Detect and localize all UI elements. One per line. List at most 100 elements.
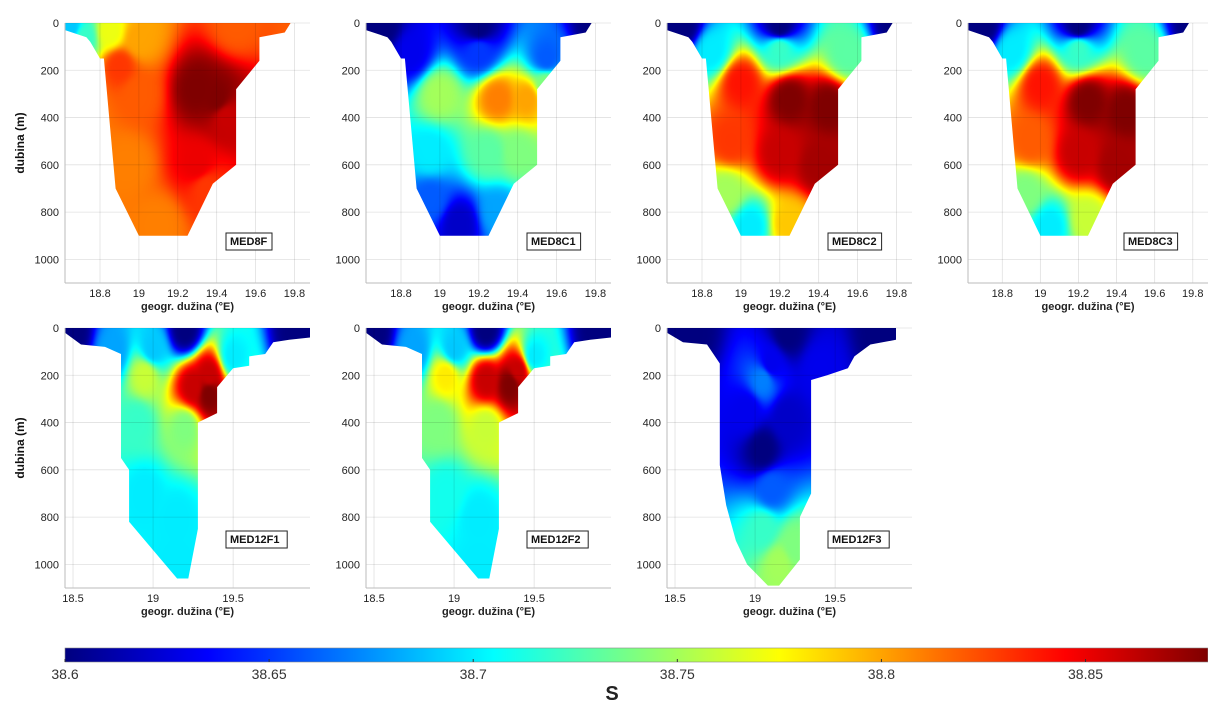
x-tick-label: 19.2: [769, 288, 790, 300]
y-tick-label: 800: [342, 207, 360, 219]
y-tick-label: 200: [41, 65, 59, 77]
x-tick-label: 19.4: [1106, 288, 1127, 300]
y-tick-label: 400: [41, 113, 59, 125]
y-tick-label: 400: [643, 418, 661, 430]
x-tick-label: 19.6: [1144, 288, 1165, 300]
panel-med8c1: 18.8 19 19.2 19.4 19.6 19.8 0 200 400 600 800 1000 g…: [336, 18, 611, 313]
panel-label-text: MED12F2: [531, 534, 581, 546]
x-tick-label: 19.2: [1068, 288, 1089, 300]
x-tick-label: 19.8: [585, 288, 606, 300]
y-tick-label: 1000: [336, 254, 360, 266]
x-tick-label: 18.8: [390, 288, 411, 300]
panel-label: MED12F1: [225, 530, 288, 549]
panel-label-box: [526, 232, 582, 251]
panel-med8c2: 18.8 19 19.2 19.4 19.6 19.8 0 200 400 600 800 1000 g…: [637, 18, 912, 313]
panel-label-text: MED8C2: [832, 236, 877, 248]
x-axis-label: geogr. dužina (°E): [442, 301, 535, 313]
colorbar-tick-label: 38.6: [51, 666, 78, 682]
y-tick-label: 600: [41, 160, 59, 172]
panel-label-box: [526, 530, 589, 549]
y-tick-label: 800: [944, 207, 962, 219]
y-tick-label: 800: [41, 207, 59, 219]
panel-label-text: MED8C1: [531, 236, 576, 248]
x-tick-label: 19: [448, 593, 460, 605]
panel-label-box: [225, 232, 273, 251]
x-tick-label: 19.8: [1182, 288, 1203, 300]
x-tick-label: 18.5: [664, 593, 685, 605]
panel-label-box: [1123, 232, 1179, 251]
y-tick-label: 1000: [35, 254, 59, 266]
x-tick-label: 19: [434, 288, 446, 300]
x-axis-label: geogr. dužina (°E): [141, 301, 234, 313]
y-tick-label: 0: [53, 323, 59, 335]
colorbar-tick-label: 38.8: [868, 666, 895, 682]
y-tick-label: 200: [41, 370, 59, 382]
panel-med12f1: 18.5 19 19.5 0 200 400 600 800 1000 geogr. dužina…: [13, 323, 310, 618]
colorbar-title: S: [605, 683, 618, 705]
y-tick-label: 1000: [938, 254, 962, 266]
colorbar-tick-label: 38.7: [460, 666, 487, 682]
x-axis-label: geogr. dužina (°E): [743, 606, 836, 618]
y-tick-label: 400: [944, 113, 962, 125]
panel-label-text: MED12F1: [230, 534, 280, 546]
y-tick-label: 0: [655, 18, 661, 30]
x-tick-label: 19: [749, 593, 761, 605]
x-axis-label: geogr. dužina (°E): [743, 301, 836, 313]
panel-label: MED8C1: [526, 232, 582, 251]
y-tick-label: 0: [956, 18, 962, 30]
y-tick-label: 200: [342, 65, 360, 77]
panel-med12f2: 18.5 19 19.5 0 200 400 600 800 1000 geogr. dužina…: [336, 323, 611, 618]
y-tick-label: 400: [41, 418, 59, 430]
y-tick-label: 600: [342, 465, 360, 477]
panel-label: MED12F2: [526, 530, 589, 549]
x-tick-label: 19.4: [507, 288, 528, 300]
y-tick-label: 600: [342, 160, 360, 172]
y-tick-label: 0: [655, 323, 661, 335]
y-tick-label: 800: [342, 512, 360, 524]
x-tick-label: 19.2: [468, 288, 489, 300]
colorbar-gradient: [64, 647, 1208, 663]
panel-label: MED12F3: [827, 530, 890, 549]
y-tick-label: 800: [643, 512, 661, 524]
panel-label-box: [827, 232, 883, 251]
panel-med12f3: 18.5 19 19.5 0 200 400 600 800 1000 geogr. dužina…: [637, 323, 912, 618]
panel-label-text: MED8C3: [1128, 236, 1173, 248]
x-tick-label: 19.6: [546, 288, 567, 300]
y-tick-label: 200: [643, 65, 661, 77]
colorbar-tick-label: 38.75: [660, 666, 695, 682]
y-tick-label: 600: [41, 465, 59, 477]
y-tick-label: 0: [354, 18, 360, 30]
colorbar: 38.6 38.65 38.7 38.75 38.8 38.85 S: [51, 647, 1208, 705]
y-tick-label: 1000: [637, 559, 661, 571]
panel-label: MED8C3: [1123, 232, 1179, 251]
panel-label-box: [827, 530, 890, 549]
y-tick-label: 1000: [336, 559, 360, 571]
x-axis-label: geogr. dužina (°E): [141, 606, 234, 618]
x-tick-label: 19.4: [808, 288, 829, 300]
x-tick-label: 19: [147, 593, 159, 605]
y-tick-label: 600: [944, 160, 962, 172]
panel-label-box: [225, 530, 288, 549]
colorbar-tick-label: 38.65: [252, 666, 287, 682]
y-tick-label: 1000: [35, 559, 59, 571]
y-tick-label: 0: [53, 18, 59, 30]
x-tick-label: 19.5: [222, 593, 243, 605]
y-tick-label: 800: [643, 207, 661, 219]
y-axis-label: dubina (m): [13, 112, 27, 173]
y-tick-label: 0: [354, 323, 360, 335]
x-axis-label: geogr. dužina (°E): [1041, 301, 1134, 313]
x-tick-label: 18.8: [89, 288, 110, 300]
x-tick-label: 18.8: [691, 288, 712, 300]
y-tick-label: 600: [643, 160, 661, 172]
x-tick-label: 19.6: [847, 288, 868, 300]
y-tick-label: 400: [342, 418, 360, 430]
panel-label-text: MED12F3: [832, 534, 882, 546]
x-tick-label: 19: [1034, 288, 1046, 300]
x-axis-label: geogr. dužina (°E): [442, 606, 535, 618]
y-axis-label: dubina (m): [13, 417, 27, 478]
x-tick-label: 19.5: [523, 593, 544, 605]
y-tick-label: 400: [643, 113, 661, 125]
y-tick-label: 800: [41, 512, 59, 524]
panel-med8c3: 18.8 19 19.2 19.4 19.6 19.8 0 200 400 600 800 1000 g…: [938, 18, 1208, 313]
